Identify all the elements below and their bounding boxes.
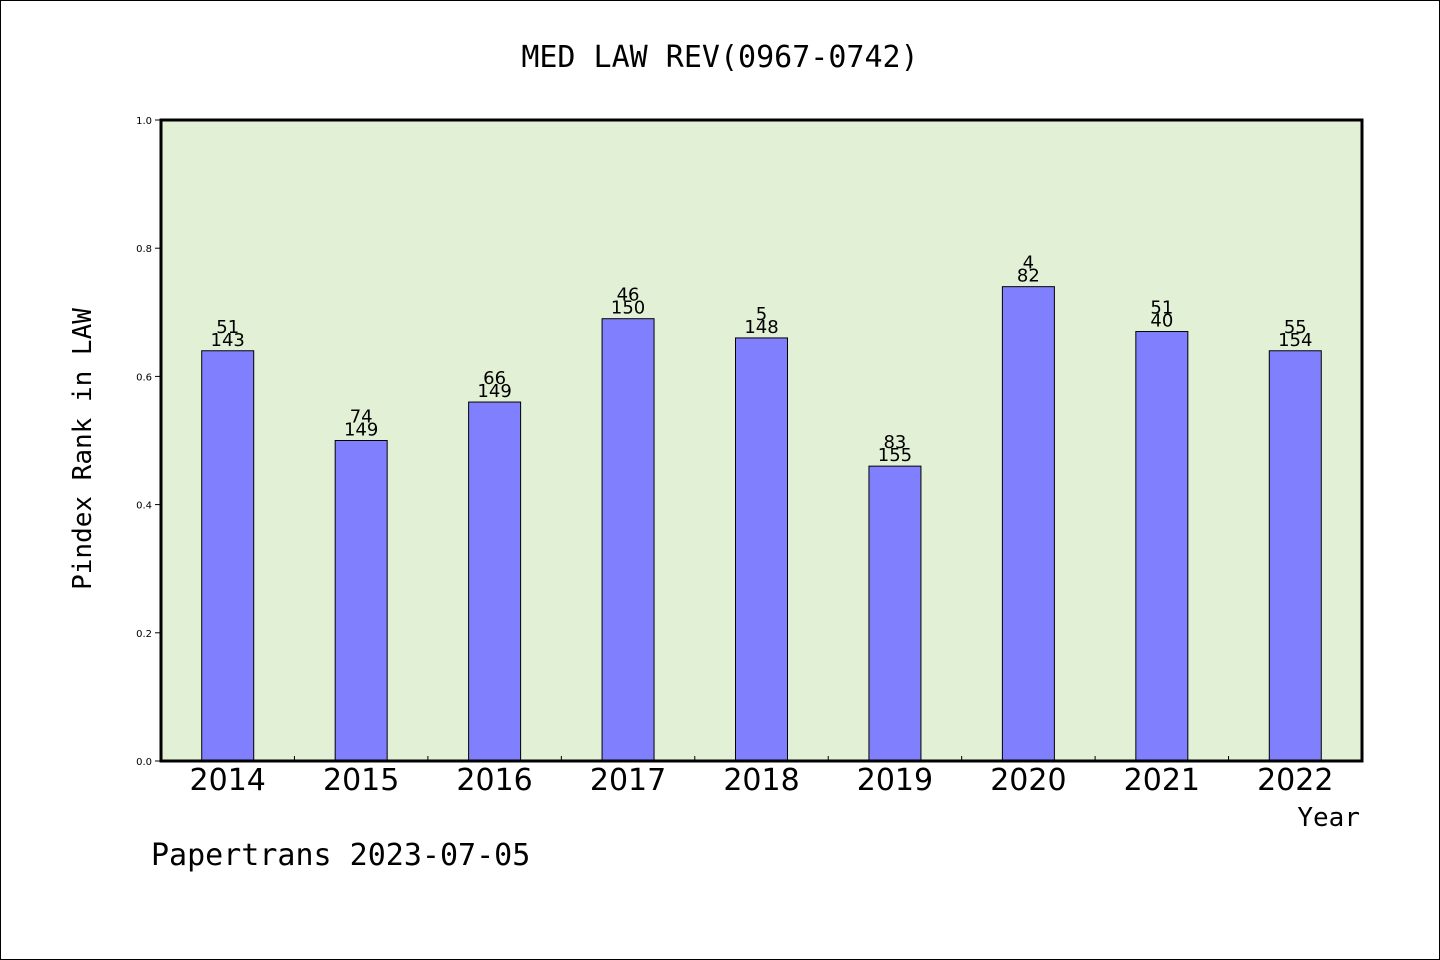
x-tick-label: 2020 — [990, 763, 1066, 798]
bar-2016 — [468, 401, 522, 762]
x-tick-label: 2017 — [590, 763, 666, 798]
bar-label-bottom: 148 — [744, 317, 778, 338]
bar-2020 — [1001, 286, 1055, 762]
bar-2018 — [735, 337, 788, 762]
x-tick-label: 2015 — [323, 763, 399, 798]
bar-label-bottom: 155 — [878, 445, 912, 466]
plot-frame — [159, 118, 1364, 763]
x-tick-label: 2021 — [1124, 763, 1200, 798]
x-tick-label: 2022 — [1257, 763, 1333, 798]
bar-2015 — [334, 440, 388, 762]
bar-label-bottom: 149 — [344, 420, 378, 441]
bar-label-top: 51 — [216, 317, 239, 338]
x-axis-label: Year — [1297, 803, 1360, 833]
y-tick-label: 0.4 — [136, 501, 152, 512]
footer-text: Papertrans 2023-07-05 — [151, 838, 530, 873]
x-tick-label: 2016 — [456, 763, 532, 798]
bar-label-top: 4 — [1023, 253, 1034, 274]
y-axis: 0.0 0.2 0.4 0.6 0.8 1.0 — [136, 116, 161, 768]
chart-title: MED LAW REV(0967-0742) — [521, 40, 918, 75]
y-tick-label: 0.0 — [136, 757, 152, 768]
bar-2017 — [601, 318, 655, 762]
bar-2014 — [201, 350, 255, 762]
bar-label-bottom: 154 — [1278, 330, 1312, 351]
bar-label-top: 66 — [483, 368, 506, 389]
bar-label-top: 51 — [1150, 298, 1173, 319]
x-tick-label: 2019 — [857, 763, 933, 798]
y-tick-label: 0.2 — [136, 629, 152, 640]
bar-label-top: 46 — [617, 285, 640, 306]
y-tick-label: 0.8 — [136, 244, 152, 255]
bar-2021 — [1135, 331, 1189, 762]
bar-label-top: 74 — [350, 407, 373, 428]
bars-group — [201, 286, 1322, 762]
bar-label-top: 5 — [756, 304, 767, 325]
bar-2019 — [868, 465, 922, 762]
bar-label-top: 55 — [1284, 317, 1307, 338]
bar-label-bottom: 149 — [477, 381, 511, 402]
bar-2022 — [1268, 350, 1322, 762]
bar-label-top: 83 — [883, 432, 906, 453]
bar-label-bottom: 82 — [1017, 266, 1040, 287]
bar-label-bottom: 150 — [611, 298, 645, 319]
y-tick-label: 1.0 — [136, 116, 152, 127]
bar-label-bottom: 143 — [211, 330, 245, 351]
y-axis-label: Pindex Rank in LAW — [68, 308, 98, 590]
y-tick-label: 0.6 — [136, 372, 152, 383]
bar-label-bottom: 40 — [1150, 311, 1173, 332]
x-axis: 2014 2015 2016 2017 2018 2019 2020 2021 2022 — [190, 756, 1333, 798]
x-tick-label: 2018 — [723, 763, 799, 798]
x-tick-label: 2014 — [190, 763, 266, 798]
